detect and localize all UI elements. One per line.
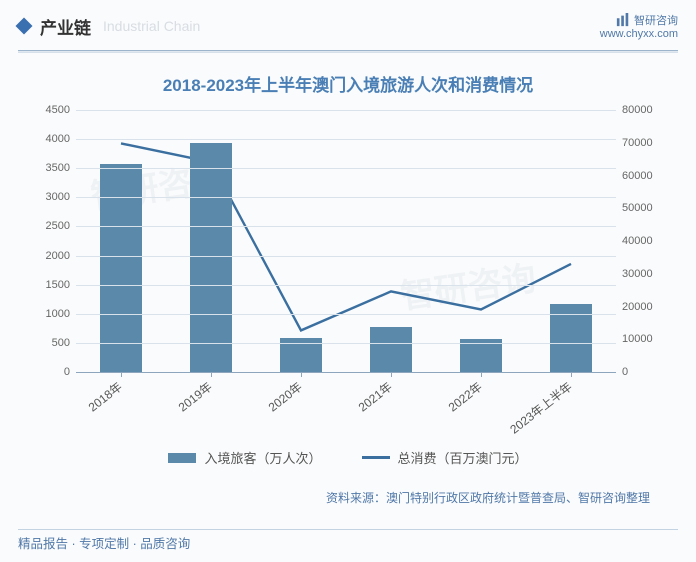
header-divider [18,50,678,53]
line-path [121,143,571,330]
y-left-tick: 1000 [28,308,70,320]
y-right-tick: 30000 [622,268,668,280]
legend-bar: 入境旅客（万人次） [168,448,321,467]
y-right-tick: 70000 [622,137,668,149]
bar [100,164,141,372]
gridline [76,168,616,169]
y-left-tick: 1500 [28,279,70,291]
x-tickmark [301,372,302,377]
x-tickmark [211,372,212,377]
bar [190,143,231,372]
brand-name: 智研咨询 [634,12,678,28]
legend: 入境旅客（万人次） 总消费（百万澳门元） [24,448,672,467]
y-right-tick: 40000 [622,235,668,247]
x-tickmark [481,372,482,377]
x-tickmark [391,372,392,377]
gridline [76,343,616,344]
source-text: 资料来源：澳门特别行政区政府统计暨普查局、智研咨询整理 [24,489,650,506]
gridline [76,197,616,198]
y-right-tick: 80000 [622,104,668,116]
y-left-tick: 3000 [28,191,70,203]
y-right-tick: 10000 [622,333,668,345]
brand-url: www.chyxx.com [600,28,678,40]
y-left-tick: 0 [28,366,70,378]
y-left-tick: 3500 [28,162,70,174]
legend-bar-label: 入境旅客（万人次） [204,448,321,467]
bar [370,327,411,372]
x-tick-label: 2019年 [175,378,216,415]
y-left-tick: 4500 [28,104,70,116]
legend-line: 总消费（百万澳门元） [362,448,528,467]
x-tick-label: 2022年 [445,378,486,415]
x-tick-label: 2020年 [265,378,306,415]
section-title-en: Industrial Chain [103,18,200,34]
section-title: 产业链 [40,14,91,39]
footer-text: 精品报告 · 专项定制 · 品质咨询 [18,533,190,552]
gridline [76,110,616,111]
x-tickmark [121,372,122,377]
x-tick-label: 2018年 [85,378,126,415]
x-tick-label: 2021年 [355,378,396,415]
diamond-icon [16,18,33,35]
gridline [76,139,616,140]
y-right-tick: 20000 [622,301,668,313]
footer-divider [18,529,678,530]
chart-title: 2018-2023年上半年澳门入境旅游人次和消费情况 [24,71,672,96]
line-svg [76,110,616,372]
gridline [76,256,616,257]
y-left-tick: 4000 [28,133,70,145]
brand-logo-icon [616,13,630,27]
chart-container: 2018-2023年上半年澳门入境旅游人次和消费情况 2018年2019年202… [24,71,672,506]
x-tick-label: 2023年上半年 [506,378,575,437]
plot-area: 2018年2019年2020年2021年2022年2023年上半年 [76,110,616,372]
y-left-tick: 2000 [28,250,70,262]
y-left-tick: 500 [28,337,70,349]
y-right-tick: 0 [622,366,668,378]
x-tickmark [571,372,572,377]
gridline [76,226,616,227]
bar-swatch-icon [168,453,196,463]
gridline [76,314,616,315]
y-right-tick: 60000 [622,170,668,182]
legend-line-label: 总消费（百万澳门元） [398,448,528,467]
chart-area: 2018年2019年2020年2021年2022年2023年上半年 0 500 10… [28,110,668,430]
page-header: 产业链 Industrial Chain 智研咨询 www.chyxx.com [0,0,696,48]
y-left-tick: 2500 [28,220,70,232]
gridline [76,285,616,286]
header-left: 产业链 Industrial Chain [18,14,200,39]
y-right-tick: 50000 [622,202,668,214]
line-swatch-icon [362,456,390,459]
brand-block: 智研咨询 www.chyxx.com [600,12,678,40]
